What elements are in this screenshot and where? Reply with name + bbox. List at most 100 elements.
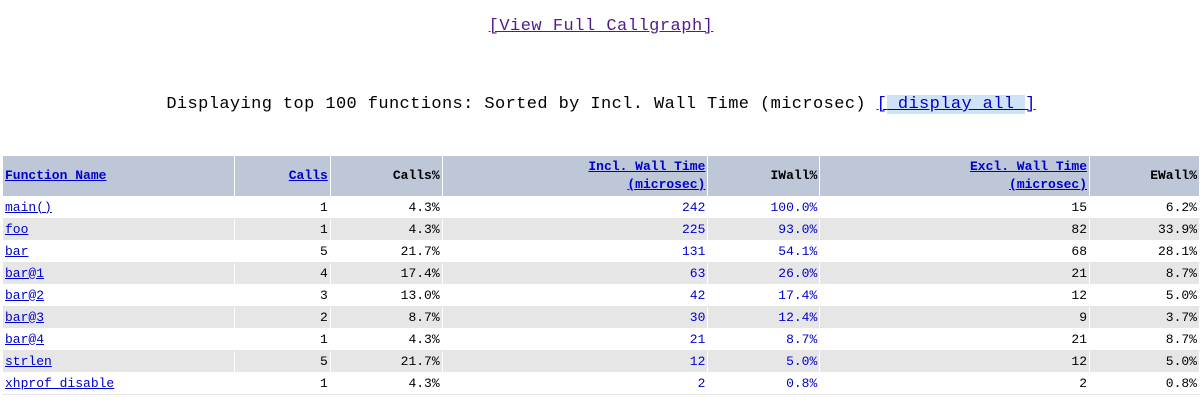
excl-wall-time-cell: 21 xyxy=(819,262,1091,285)
table-row: bar@2 3 13.0% 42 17.4% 12 5.0% xyxy=(2,284,1200,307)
incl-wall-time-cell: 242 xyxy=(441,196,709,219)
function-link[interactable]: bar xyxy=(5,243,29,259)
table-row: bar@4 1 4.3% 21 8.7% 21 8.7% xyxy=(2,328,1200,351)
function-name-cell: foo xyxy=(2,218,235,241)
iwall-pct-cell: 17.4% xyxy=(707,284,821,307)
function-name-cell: xhprof_disable xyxy=(2,372,235,395)
display-all-label: display all xyxy=(887,95,1026,114)
display-all-close-bracket: ] xyxy=(1025,95,1036,114)
calls-pct-cell: 4.3% xyxy=(329,218,443,241)
summary-text: Displaying top 100 functions: Sorted by … xyxy=(166,95,877,114)
calls-pct-cell: 4.3% xyxy=(329,328,443,351)
iwall-pct-cell: 93.0% xyxy=(707,218,821,241)
calls-cell: 5 xyxy=(233,240,331,263)
function-table: Function Name Calls Calls% Incl. Wall Ti… xyxy=(2,155,1200,395)
function-name-cell: bar@1 xyxy=(2,262,235,285)
incl-wall-time-cell: 225 xyxy=(441,218,709,241)
calls-cell: 1 xyxy=(233,218,331,241)
function-link[interactable]: bar@1 xyxy=(5,265,45,281)
calls-pct-cell: 4.3% xyxy=(329,196,443,219)
calls-cell: 3 xyxy=(233,284,331,307)
callgraph-link-container: [View Full Callgraph] xyxy=(0,17,1202,36)
table-row: foo 1 4.3% 225 93.0% 82 33.9% xyxy=(2,218,1200,241)
ewall-pct-cell: 5.0% xyxy=(1089,350,1200,373)
function-link[interactable]: bar@2 xyxy=(5,287,45,303)
sort-calls-link[interactable]: Calls xyxy=(288,168,328,183)
function-name-cell: bar@4 xyxy=(2,328,235,351)
calls-pct-cell: 13.0% xyxy=(329,284,443,307)
incl-wall-time-label: Incl. Wall Time xyxy=(588,159,706,174)
excl-wall-time-cell: 9 xyxy=(819,306,1091,329)
col-iwall-pct: IWall% xyxy=(707,155,821,197)
display-all-link[interactable]: [ display all ] xyxy=(877,95,1036,114)
iwall-pct-cell: 0.8% xyxy=(707,372,821,395)
incl-wall-time-cell: 42 xyxy=(441,284,709,307)
sort-function-name-link[interactable]: Function Name xyxy=(5,168,107,183)
view-full-callgraph-link[interactable]: [View Full Callgraph] xyxy=(488,17,714,36)
excl-wall-time-unit: (microsec) xyxy=(1009,177,1088,192)
excl-wall-time-cell: 15 xyxy=(819,196,1091,219)
function-link[interactable]: strlen xyxy=(5,353,52,369)
function-link[interactable]: xhprof_disable xyxy=(5,375,115,391)
excl-wall-time-cell: 21 xyxy=(819,328,1091,351)
col-calls[interactable]: Calls xyxy=(233,155,331,197)
iwall-pct-cell: 8.7% xyxy=(707,328,821,351)
col-excl-wall-time[interactable]: Excl. Wall Time (microsec) xyxy=(819,155,1091,197)
ewall-pct-cell: 5.0% xyxy=(1089,284,1200,307)
ewall-pct-cell: 28.1% xyxy=(1089,240,1200,263)
incl-wall-time-cell: 30 xyxy=(441,306,709,329)
ewall-pct-cell: 8.7% xyxy=(1089,328,1200,351)
col-incl-wall-time[interactable]: Incl. Wall Time (microsec) xyxy=(441,155,709,197)
ewall-pct-cell: 6.2% xyxy=(1089,196,1200,219)
iwall-pct-cell: 12.4% xyxy=(707,306,821,329)
calls-cell: 5 xyxy=(233,350,331,373)
summary-line: Displaying top 100 functions: Sorted by … xyxy=(0,95,1202,114)
calls-pct-cell: 8.7% xyxy=(329,306,443,329)
iwall-pct-cell: 54.1% xyxy=(707,240,821,263)
table-row: bar 5 21.7% 131 54.1% 68 28.1% xyxy=(2,240,1200,263)
function-link[interactable]: main() xyxy=(5,199,52,215)
incl-wall-time-cell: 12 xyxy=(441,350,709,373)
sort-incl-wall-time-link[interactable]: Incl. Wall Time (microsec) xyxy=(588,159,705,192)
function-link[interactable]: bar@3 xyxy=(5,309,45,325)
table-row: bar@1 4 17.4% 63 26.0% 21 8.7% xyxy=(2,262,1200,285)
incl-wall-time-cell: 2 xyxy=(441,372,709,395)
calls-pct-cell: 21.7% xyxy=(329,240,443,263)
incl-wall-time-cell: 131 xyxy=(441,240,709,263)
function-name-cell: bar xyxy=(2,240,235,263)
function-link[interactable]: bar@4 xyxy=(5,331,45,347)
table-row: strlen 5 21.7% 12 5.0% 12 5.0% xyxy=(2,350,1200,373)
calls-cell: 1 xyxy=(233,328,331,351)
excl-wall-time-label: Excl. Wall Time xyxy=(970,159,1088,174)
calls-pct-cell: 4.3% xyxy=(329,372,443,395)
excl-wall-time-cell: 12 xyxy=(819,350,1091,373)
table-header-row: Function Name Calls Calls% Incl. Wall Ti… xyxy=(2,155,1200,197)
col-calls-pct: Calls% xyxy=(329,155,443,197)
sort-excl-wall-time-link[interactable]: Excl. Wall Time (microsec) xyxy=(970,159,1087,192)
table-row: xhprof_disable 1 4.3% 2 0.8% 2 0.8% xyxy=(2,372,1200,395)
incl-wall-time-cell: 21 xyxy=(441,328,709,351)
col-function-name[interactable]: Function Name xyxy=(2,155,235,197)
ewall-pct-cell: 33.9% xyxy=(1089,218,1200,241)
calls-pct-cell: 21.7% xyxy=(329,350,443,373)
table-row: bar@3 2 8.7% 30 12.4% 9 3.7% xyxy=(2,306,1200,329)
calls-pct-cell: 17.4% xyxy=(329,262,443,285)
ewall-pct-cell: 3.7% xyxy=(1089,306,1200,329)
function-name-cell: main() xyxy=(2,196,235,219)
display-all-open-bracket: [ xyxy=(876,95,888,114)
function-name-cell: bar@3 xyxy=(2,306,235,329)
col-ewall-pct: EWall% xyxy=(1089,155,1200,197)
excl-wall-time-cell: 2 xyxy=(819,372,1091,395)
excl-wall-time-cell: 68 xyxy=(819,240,1091,263)
incl-wall-time-cell: 63 xyxy=(441,262,709,285)
iwall-pct-cell: 100.0% xyxy=(707,196,821,219)
excl-wall-time-cell: 82 xyxy=(819,218,1091,241)
iwall-pct-cell: 5.0% xyxy=(707,350,821,373)
excl-wall-time-cell: 12 xyxy=(819,284,1091,307)
function-link[interactable]: foo xyxy=(5,221,29,237)
function-name-cell: strlen xyxy=(2,350,235,373)
table-row: main() 1 4.3% 242 100.0% 15 6.2% xyxy=(2,196,1200,219)
iwall-pct-cell: 26.0% xyxy=(707,262,821,285)
calls-cell: 2 xyxy=(233,306,331,329)
incl-wall-time-unit: (microsec) xyxy=(627,177,706,192)
